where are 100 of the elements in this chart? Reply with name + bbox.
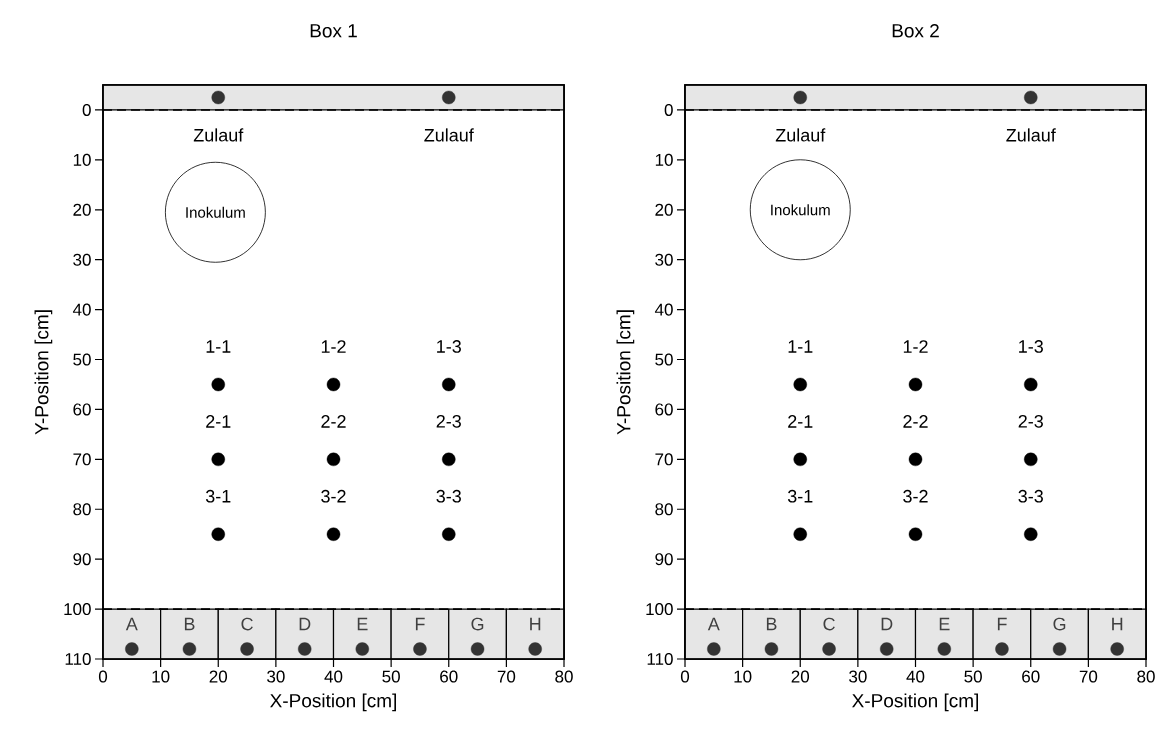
point [470,642,485,656]
x-tick-label: 50 [382,670,400,683]
x-tick-label: 80 [1137,670,1155,683]
point [1110,642,1124,656]
annotation: 1-2 [903,340,928,353]
annotation: B [184,617,195,631]
annotation: 1-2 [321,340,346,353]
annotation: B [766,617,777,631]
y-tick-label: 90 [655,553,673,566]
point [793,377,807,392]
annotation: Zulauf [1006,128,1056,142]
y-tick-label: 110 [65,652,91,666]
point [442,452,456,467]
point [182,642,197,656]
point [326,452,341,467]
annotation: 2-2 [321,415,346,428]
point [442,90,456,105]
y-tick-label: 10 [73,153,91,166]
x-tick-label: 70 [1079,670,1098,683]
point [326,527,341,541]
x-tick-label: 30 [849,670,867,683]
annotation: 3-2 [903,489,928,503]
annotation: C [823,617,835,631]
annotation: 2-1 [788,415,813,428]
y-tick-label: 10 [655,153,673,166]
x-axis-title: X-Position [cm] [852,693,978,712]
y-tick-label: 0 [664,103,673,116]
x-tick-label: 20 [209,670,228,683]
x-tick-label: 40 [906,670,925,683]
point [1024,377,1038,392]
annotation: 1-3 [437,340,461,353]
x-tick-label: 30 [267,670,285,683]
y-tick-label: 100 [64,603,91,616]
point [528,642,542,656]
annotation: 1-3 [1019,340,1043,353]
y-tick-label: 50 [655,353,673,366]
annotation: H [1112,617,1123,631]
y-axis-title: Y-Position [cm] [34,310,53,435]
annotation: E [357,617,368,631]
point [764,642,779,656]
point [908,527,923,541]
y-axis-title: Y-Position [cm] [616,310,635,435]
annotation: Zulauf [424,128,474,142]
x-tick-label: 10 [734,670,752,683]
point [707,642,721,656]
annotation: 2-2 [903,415,928,428]
y-tick-label: 30 [73,253,91,266]
y-tick-label: 100 [646,603,673,616]
point [793,90,807,105]
point [355,642,370,656]
point [211,377,225,392]
annotation: Zulauf [775,128,826,142]
annotation: Inokulum [186,206,245,218]
x-tick-label: 50 [964,670,982,683]
x-tick-label: 60 [1022,670,1040,683]
chart-title: Box 2 [892,24,939,38]
annotation: 3-2 [321,489,346,503]
annotation: Inokulum [771,204,830,216]
annotation: Zulauf [193,128,244,142]
point [879,642,894,656]
y-tick-label: 20 [73,203,91,216]
annotation: A [707,617,720,631]
point [793,527,807,541]
point [211,452,225,467]
point [1052,642,1067,656]
annotation: 3-3 [1018,489,1043,503]
point [995,642,1009,656]
x-tick-label: 70 [497,670,516,683]
y-tick-label: 80 [73,503,91,516]
y-tick-label: 50 [73,353,91,366]
annotation: E [939,617,950,631]
annotation: D [881,617,893,631]
y-tick-label: 70 [73,453,91,466]
point [793,452,807,467]
x-tick-label: 40 [324,670,343,683]
point [1024,90,1038,105]
point [908,377,923,392]
annotation: F [415,617,425,631]
point [442,527,456,541]
y-tick-label: 90 [73,553,91,566]
annotation: 1-1 [206,340,231,353]
annotation: 3-1 [205,489,231,503]
y-tick-label: 30 [655,253,673,266]
point [822,642,836,656]
y-tick-label: 40 [72,303,91,316]
annotation: F [997,617,1007,631]
annotation: 2-3 [436,414,461,428]
annotation: 1-1 [788,340,813,353]
point [326,377,341,392]
point [908,452,923,467]
y-tick-label: 110 [647,652,673,666]
annotation: H [530,617,541,631]
point [211,90,225,105]
point [1024,527,1038,541]
point [937,642,952,656]
annotation: G [471,617,484,631]
annotation: G [1053,617,1066,631]
annotation: 3-3 [436,489,461,503]
x-tick-label: 20 [791,670,810,683]
y-tick-label: 70 [655,453,673,466]
